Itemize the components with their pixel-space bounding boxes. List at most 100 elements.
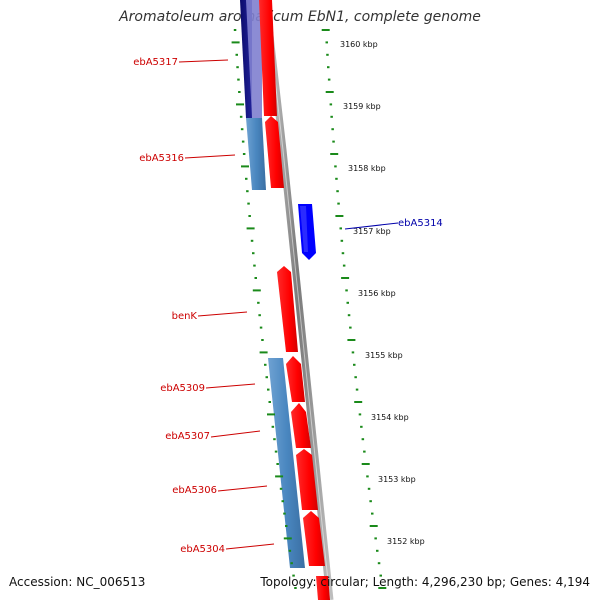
gene-label-ebA5316[interactable]: ebA5316 xyxy=(139,153,184,164)
outer-minor-tick xyxy=(325,41,328,44)
gene-label-ebA5306[interactable]: ebA5306 xyxy=(172,485,217,496)
inner-minor-tick xyxy=(276,463,279,465)
outer-minor-tick xyxy=(326,53,329,56)
outer-minor-tick xyxy=(376,549,379,552)
gene-ebA5309 xyxy=(286,356,305,402)
inner-major-tick xyxy=(241,165,249,168)
outer-minor-tick xyxy=(342,264,346,267)
outer-minor-tick xyxy=(327,78,331,81)
inner-minor-tick xyxy=(268,401,271,403)
gene-red-2 xyxy=(265,116,284,188)
inner-minor-tick xyxy=(241,140,245,143)
inner-major-tick xyxy=(236,103,244,106)
inner-major-tick xyxy=(246,227,255,230)
inner-minor-tick xyxy=(235,53,238,56)
gene-leader-lines xyxy=(178,59,399,550)
gene-red-1 xyxy=(259,0,277,116)
inner-minor-tick xyxy=(247,202,250,205)
inner-minor-tick xyxy=(294,587,297,589)
outer-minor-tick xyxy=(355,388,359,391)
outer-tick-track xyxy=(321,29,387,589)
kbp-label: 3153 kbp xyxy=(378,475,416,484)
feature-ebA5316[interactable] xyxy=(246,118,266,190)
inner-minor-tick xyxy=(292,574,295,577)
gene-label-ebA5317[interactable]: ebA5317 xyxy=(133,57,178,68)
outer-minor-tick xyxy=(358,413,362,416)
leader-ebA5317 xyxy=(178,59,229,63)
inner-minor-tick xyxy=(253,264,256,267)
outer-minor-tick xyxy=(345,289,348,292)
inner-major-tick xyxy=(283,537,292,540)
feature-ebA5317-track xyxy=(240,0,262,118)
inner-minor-tick xyxy=(240,128,244,131)
leader-ebA5304 xyxy=(225,543,275,550)
outer-major-tick xyxy=(341,277,350,279)
outer-minor-tick xyxy=(335,177,338,180)
inner-major-tick xyxy=(259,351,268,354)
outer-minor-tick xyxy=(329,103,333,106)
gene-label-ebA5304[interactable]: ebA5304 xyxy=(180,544,225,555)
inner-minor-tick xyxy=(242,153,246,155)
inner-major-tick xyxy=(231,41,240,44)
outer-major-tick xyxy=(335,215,344,217)
accession-text: Accession: NC_006513 xyxy=(9,575,146,589)
gene-label-benK[interactable]: benK xyxy=(172,311,198,322)
feature-ebA5314[interactable] xyxy=(298,204,316,260)
gene-label-ebA5309[interactable]: ebA5309 xyxy=(160,383,205,394)
inner-minor-tick xyxy=(258,314,261,317)
gene-ebA5304 xyxy=(303,511,325,566)
outer-minor-tick xyxy=(349,326,352,329)
gene-labels: ebA5317 ebA5316 ebA5314 benK ebA5309 ebA… xyxy=(133,57,443,555)
outer-minor-tick xyxy=(351,351,355,354)
red-genes xyxy=(259,0,330,600)
outer-major-tick xyxy=(378,587,387,589)
outer-minor-tick xyxy=(367,487,371,490)
outer-minor-tick xyxy=(330,115,333,118)
outer-major-tick xyxy=(325,91,334,93)
leader-ebA5309 xyxy=(205,383,256,389)
outer-major-tick xyxy=(347,339,356,341)
inner-minor-tick xyxy=(279,487,283,490)
inner-minor-tick xyxy=(265,376,268,379)
feature-steelblue-lower[interactable] xyxy=(268,358,305,568)
gene-red-bottom xyxy=(316,576,330,600)
outer-minor-tick xyxy=(363,450,366,453)
inner-minor-tick xyxy=(261,339,264,341)
kbp-label: 3160 kbp xyxy=(340,40,378,49)
outer-minor-tick xyxy=(340,239,344,242)
leader-ebA5307 xyxy=(210,430,261,438)
inner-minor-tick xyxy=(285,525,288,527)
outer-minor-tick xyxy=(327,66,330,69)
outer-minor-tick xyxy=(346,301,349,304)
kbp-label: 3152 kbp xyxy=(387,537,425,546)
gene-label-ebA5307[interactable]: ebA5307 xyxy=(165,431,210,442)
kbp-label: 3157 kbp xyxy=(353,227,391,236)
outer-major-tick xyxy=(361,463,370,465)
inner-tick-track xyxy=(231,29,297,589)
outer-minor-tick xyxy=(331,128,334,131)
inner-minor-tick xyxy=(239,115,243,118)
outer-minor-tick xyxy=(354,376,357,379)
outer-minor-tick xyxy=(366,475,369,478)
inner-major-tick xyxy=(275,475,284,478)
leader-ebA5306 xyxy=(217,485,268,492)
outer-minor-tick xyxy=(353,363,356,366)
outer-minor-tick xyxy=(341,252,345,255)
outer-minor-tick xyxy=(337,202,340,205)
inner-minor-tick xyxy=(248,215,251,217)
outer-minor-tick xyxy=(379,574,382,577)
inner-minor-tick xyxy=(254,277,257,279)
kbp-label: 3154 kbp xyxy=(371,413,409,422)
inner-minor-tick xyxy=(274,450,278,453)
outer-major-tick xyxy=(354,401,363,403)
outer-minor-tick xyxy=(374,537,377,540)
inner-minor-tick xyxy=(271,425,275,428)
inner-minor-tick xyxy=(259,326,263,329)
leader-benK xyxy=(197,311,248,317)
inner-minor-tick xyxy=(283,512,286,515)
gene-label-ebA5314[interactable]: ebA5314 xyxy=(398,218,443,229)
kbp-label: 3156 kbp xyxy=(358,289,396,298)
outer-major-tick xyxy=(369,525,378,527)
leader-ebA5314 xyxy=(344,222,399,230)
